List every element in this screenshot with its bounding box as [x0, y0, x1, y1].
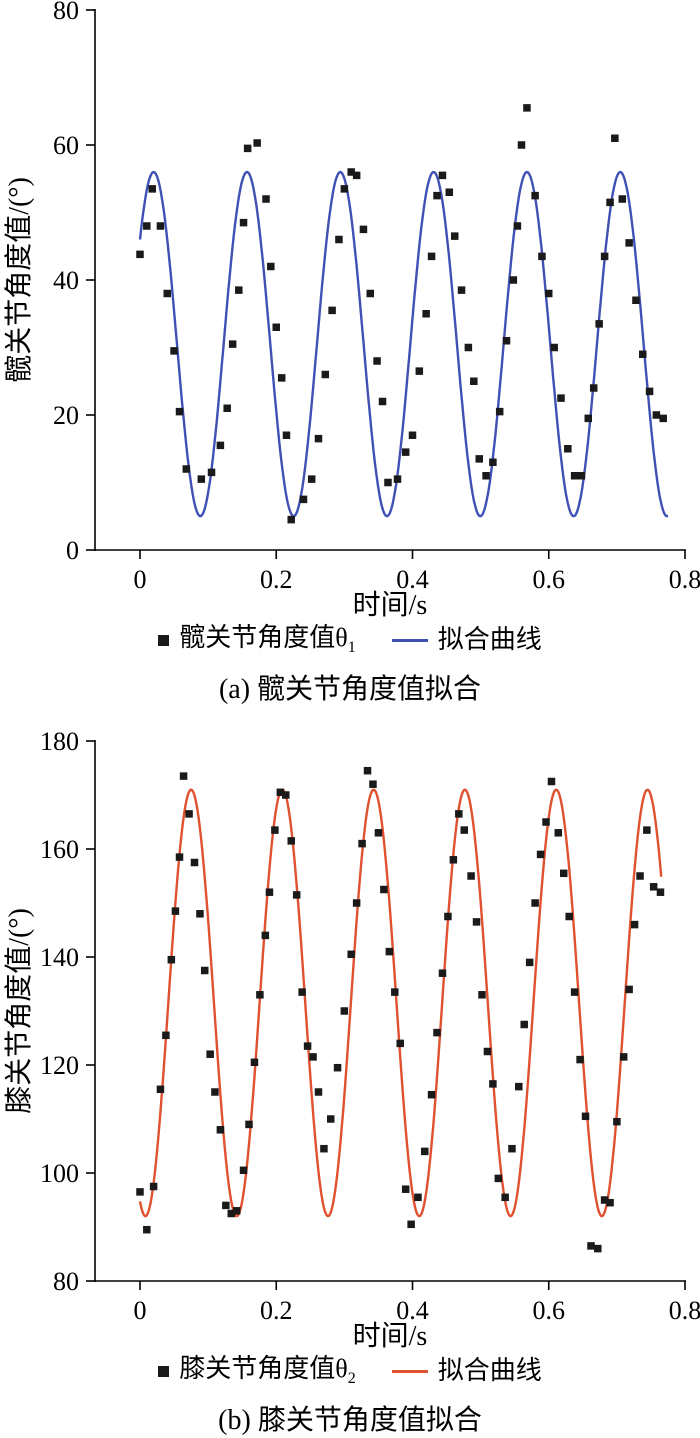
svg-text:0.8: 0.8: [669, 1296, 700, 1325]
legend-scatter-label: 膝关节角度值θ2: [179, 1353, 356, 1388]
legend-scatter-label-main: 膝关节角度值θ: [179, 1353, 348, 1383]
knee-angle-chart: 0 0.2 0.4 0.6 0.8 80 100 120 140 160 180 时间/s 膝关节角度值…: [3, 731, 700, 1349]
knee-chart-caption: (b) 膝关节角度值拟合: [218, 1404, 482, 1436]
hip-chart-caption: (a) 髋关节角度值拟合: [218, 673, 482, 705]
svg-text:140: 140: [40, 943, 79, 972]
svg-text:0.4: 0.4: [396, 565, 429, 594]
svg-text:0.8: 0.8: [669, 565, 700, 594]
svg-text:0: 0: [66, 536, 79, 565]
legend-line-label: 拟合曲线: [437, 1356, 542, 1386]
hip-angle-chart-block: 0 0.2 0.4 0.6 0.8 0 20 40 60 80 时间/s 髋关节角度值/(°) 髋关节…: [0, 0, 700, 707]
scatter-marker-icon: [158, 1365, 170, 1377]
svg-text:80: 80: [53, 0, 79, 25]
svg-text:80: 80: [53, 1267, 79, 1296]
svg-text:0.2: 0.2: [260, 1296, 293, 1325]
legend-scatter-label: 髋关节角度值θ1: [179, 623, 356, 657]
svg-text:0: 0: [134, 565, 147, 594]
legend-scatter-label-sub: 2: [347, 1370, 356, 1388]
svg-text:40: 40: [53, 266, 79, 295]
svg-text:时间/s: 时间/s: [353, 1320, 428, 1349]
legend-scatter-label-sub: 1: [347, 639, 356, 657]
svg-text:时间/s: 时间/s: [353, 589, 428, 618]
legend-scatter-item: 髋关节角度值θ1: [158, 623, 356, 657]
svg-text:20: 20: [53, 401, 79, 430]
svg-text:0.2: 0.2: [260, 565, 293, 594]
svg-text:60: 60: [53, 131, 79, 160]
legend-scatter-item: 膝关节角度值θ2: [158, 1353, 356, 1388]
scatter-marker-icon: [158, 634, 170, 646]
knee-angle-chart-block: 0 0.2 0.4 0.6 0.8 80 100 120 140 160 180 时间/s 膝关节角度值…: [0, 731, 700, 1438]
svg-text:0.4: 0.4: [396, 1296, 429, 1325]
svg-text:膝关节角度值/(°): 膝关节角度值/(°): [3, 908, 35, 1114]
svg-text:0.6: 0.6: [533, 565, 566, 594]
hip-chart-legend: 髋关节角度值θ1 拟合曲线: [0, 623, 700, 657]
knee-chart-legend: 膝关节角度值θ2 拟合曲线: [0, 1353, 700, 1388]
svg-text:180: 180: [40, 731, 79, 756]
fit-line-icon: [391, 1369, 428, 1373]
svg-text:120: 120: [40, 1051, 79, 1080]
legend-line-item: 拟合曲线: [391, 625, 542, 655]
hip-angle-chart: 0 0.2 0.4 0.6 0.8 0 20 40 60 80 时间/s 髋关节角度值/(°): [3, 0, 700, 618]
legend-scatter-label-main: 髋关节角度值θ: [179, 623, 348, 652]
legend-line-label: 拟合曲线: [437, 625, 542, 655]
svg-text:0: 0: [134, 1296, 147, 1325]
svg-text:160: 160: [40, 835, 79, 864]
svg-text:髋关节角度值/(°): 髋关节角度值/(°): [3, 177, 35, 383]
legend-line-item: 拟合曲线: [391, 1356, 542, 1386]
svg-text:0.6: 0.6: [533, 1296, 566, 1325]
fit-line-icon: [391, 638, 428, 642]
svg-text:100: 100: [40, 1159, 79, 1188]
